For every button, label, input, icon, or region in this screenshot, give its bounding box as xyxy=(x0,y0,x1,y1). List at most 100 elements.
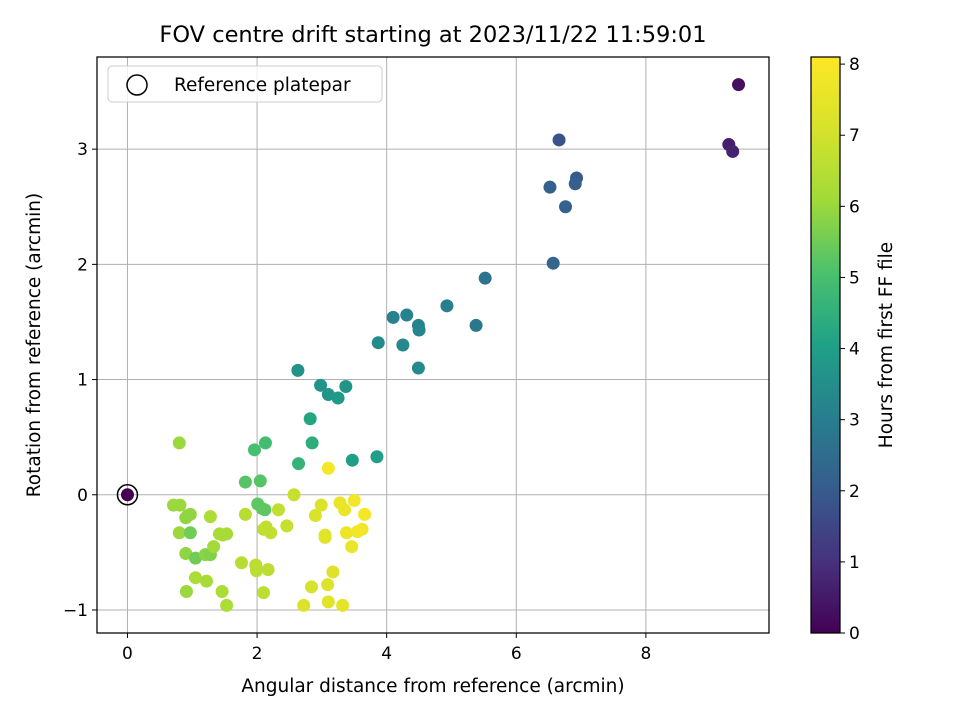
x-tick-label: 0 xyxy=(122,644,133,664)
colorbar-tick-label: 8 xyxy=(849,55,860,75)
scatter-point xyxy=(238,507,252,521)
scatter-point xyxy=(179,547,193,561)
scatter-point xyxy=(326,565,340,579)
y-tick-label: 2 xyxy=(77,255,88,275)
legend-entry-reference-platepar: Reference platepar xyxy=(174,75,351,96)
scatter-point xyxy=(305,436,319,450)
reference-point-dot xyxy=(120,488,134,502)
scatter-point xyxy=(308,508,322,522)
scatter-point xyxy=(726,144,740,158)
scatter-point xyxy=(261,563,275,577)
y-tick-label: −1 xyxy=(63,601,88,621)
scatter-point xyxy=(400,308,414,322)
colorbar-tick-label: 6 xyxy=(849,197,860,217)
scatter-point xyxy=(318,528,332,542)
scatter-point xyxy=(172,436,186,450)
scatter-point xyxy=(183,526,197,540)
colorbar-tick-label: 3 xyxy=(849,411,860,431)
scatter-point xyxy=(238,475,252,489)
scatter-point xyxy=(543,180,557,194)
scatter-point xyxy=(247,443,261,457)
scatter-point xyxy=(345,540,359,554)
scatter-point xyxy=(331,391,345,405)
scatter-point xyxy=(347,494,361,508)
scatter-point xyxy=(314,378,328,392)
scatter-point xyxy=(179,585,193,599)
chart-title: FOV centre drift starting at 2023/11/22 … xyxy=(159,22,706,48)
legend-marker-reference-platepar xyxy=(126,74,148,96)
legend-box xyxy=(107,65,383,103)
scatter-point xyxy=(304,580,318,594)
reference-point-ring xyxy=(116,484,139,506)
scatter-points xyxy=(166,78,746,612)
scatter-point xyxy=(412,323,426,337)
reference-platepar-marker xyxy=(116,484,139,506)
scatter-point xyxy=(396,338,410,352)
colorbar-label: Hours from first FF file xyxy=(876,242,897,448)
scatter-point xyxy=(546,256,560,270)
scatter-point xyxy=(249,564,263,578)
scatter-point xyxy=(287,488,301,502)
x-tick-label: 8 xyxy=(640,644,651,664)
scatter-point xyxy=(258,503,272,517)
scatter-point xyxy=(568,177,582,191)
scatter-point xyxy=(203,510,217,524)
x-tick-label: 2 xyxy=(252,644,263,664)
colorbar-ticks: 0 1 2 3 4 5 6 7 8 xyxy=(840,55,860,644)
colorbar-tick-label: 2 xyxy=(849,482,860,502)
scatter-point xyxy=(235,556,249,570)
scatter-point xyxy=(257,586,271,600)
scatter-point xyxy=(355,522,369,536)
scatter-point xyxy=(200,574,214,588)
scatter-point xyxy=(297,598,311,612)
x-axis-ticks: 0 2 4 6 8 xyxy=(122,633,651,664)
scatter-point xyxy=(321,595,335,609)
colorbar-tick-label: 7 xyxy=(849,126,860,146)
colorbar: 0 1 2 3 4 5 6 7 8 Hours from first FF file xyxy=(810,55,897,644)
y-tick-label: 3 xyxy=(77,140,88,160)
scatter-point xyxy=(732,78,746,92)
scatter-point xyxy=(173,498,187,512)
scatter-point xyxy=(271,503,285,517)
scatter-point xyxy=(386,310,400,324)
scatter-point xyxy=(358,507,372,521)
scatter-point xyxy=(291,363,305,377)
scatter-point xyxy=(559,200,573,214)
scatter-point xyxy=(440,299,454,313)
scatter-point xyxy=(321,578,335,592)
scatter-point xyxy=(292,457,306,471)
scatter-point xyxy=(321,461,335,475)
scatter-point xyxy=(314,498,328,512)
scatter-point xyxy=(181,508,195,522)
plot-frame xyxy=(96,56,770,634)
scatter-point xyxy=(552,133,566,147)
colorbar-tick-label: 1 xyxy=(849,553,860,573)
scatter-point xyxy=(258,436,272,450)
x-tick-label: 4 xyxy=(381,644,392,664)
legend: Reference platepar xyxy=(107,65,383,103)
scatter-point xyxy=(220,527,234,541)
scatter-point xyxy=(370,450,384,464)
x-tick-label: 6 xyxy=(511,644,522,664)
scatter-point xyxy=(345,453,359,467)
colorbar-tick-label: 0 xyxy=(849,624,860,644)
scatter-point xyxy=(220,598,234,612)
colorbar-tick-label: 4 xyxy=(849,340,860,360)
scatter-point xyxy=(215,585,229,599)
y-tick-label: 1 xyxy=(77,371,88,391)
scatter-point xyxy=(280,519,294,533)
grid-lines xyxy=(97,57,769,633)
scatter-point xyxy=(303,412,317,426)
colorbar-tick-label: 5 xyxy=(849,268,860,288)
scatter-point xyxy=(336,598,350,612)
x-axis-label: Angular distance from reference (arcmin) xyxy=(241,676,624,697)
scatter-point xyxy=(172,526,186,540)
scatter-point xyxy=(371,336,385,350)
scatter-point xyxy=(264,526,278,540)
scatter-point xyxy=(188,571,202,585)
scatter-point xyxy=(207,540,221,554)
scatter-point xyxy=(411,361,425,375)
scatter-point xyxy=(469,318,483,332)
y-axis-ticks: −1 0 1 2 3 xyxy=(63,140,97,621)
scatter-point xyxy=(253,474,267,488)
